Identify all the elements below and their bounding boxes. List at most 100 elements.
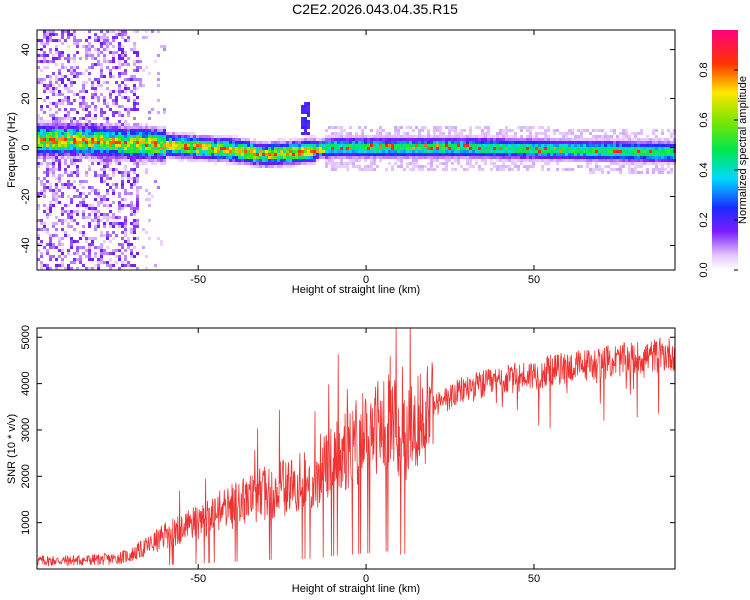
spectrogram-cell — [232, 153, 235, 156]
spectrogram-cell — [304, 126, 307, 129]
spectrogram-cell — [49, 171, 52, 174]
spectrogram-cell — [535, 153, 538, 156]
spectrogram-cell — [331, 162, 334, 165]
spectrogram-cell — [73, 69, 76, 72]
spectrogram-cell — [484, 156, 487, 159]
spectrogram-cell — [427, 144, 430, 147]
spectrogram-cell — [520, 141, 523, 144]
spectrogram-cell — [88, 30, 91, 33]
spectrogram-cell — [46, 66, 49, 69]
spectrogram-cell — [508, 147, 511, 150]
spectrogram-cell — [304, 150, 307, 153]
spectrogram-cell — [64, 231, 67, 234]
spectrogram-cell — [388, 138, 391, 141]
spectrogram-cell — [337, 138, 340, 141]
spectrogram-cell — [361, 129, 364, 132]
spectrogram-cell — [376, 141, 379, 144]
spectrogram-cell — [607, 141, 610, 144]
spectrogram-cell — [568, 138, 571, 141]
spectrogram-cell — [157, 144, 160, 147]
spectrogram-cell — [118, 30, 121, 33]
spectrogram-cell — [79, 204, 82, 207]
spectrogram-cell — [547, 126, 550, 129]
spectrogram-cell — [214, 159, 217, 162]
spectrogram-cell — [46, 132, 49, 135]
spectrogram-cell — [88, 246, 91, 249]
spectrogram-cell — [364, 147, 367, 150]
spectrogram-cell — [124, 123, 127, 126]
spectrogram-cell — [280, 165, 283, 168]
spectrogram-cell — [505, 126, 508, 129]
spectrogram-cell — [580, 138, 583, 141]
spectrogram-cell — [118, 42, 121, 45]
spectrogram-cell — [91, 81, 94, 84]
spectrogram-cell — [322, 150, 325, 153]
spectrogram-cell — [472, 156, 475, 159]
spectrogram-cell — [415, 159, 418, 162]
spectrogram-cell — [289, 162, 292, 165]
spectrogram-cell — [136, 189, 139, 192]
spectrogram-cell — [82, 213, 85, 216]
spectrogram-cell — [379, 156, 382, 159]
spectrogram-cell — [364, 159, 367, 162]
spectrogram-cell — [118, 126, 121, 129]
spectrogram-cell — [241, 153, 244, 156]
spectrogram-cell — [154, 141, 157, 144]
spectrogram-cell — [511, 159, 514, 162]
spectrogram-cell — [124, 63, 127, 66]
spectrogram-cell — [589, 141, 592, 144]
spectrogram-cell — [577, 153, 580, 156]
spectrogram-cell — [100, 138, 103, 141]
spectrogram-cell — [235, 156, 238, 159]
spectrogram-cell — [115, 186, 118, 189]
spectrogram-cell — [328, 147, 331, 150]
spectrogram-cell — [373, 141, 376, 144]
spectrogram-cell — [409, 153, 412, 156]
spectrogram-cell — [403, 144, 406, 147]
spectrogram-cell — [481, 153, 484, 156]
spectrogram-cell — [451, 144, 454, 147]
spectrogram-cell — [40, 117, 43, 120]
spectrogram-cell — [151, 159, 154, 162]
spectrogram-cell — [46, 150, 49, 153]
spectrogram-cell — [145, 156, 148, 159]
spectrogram-cell — [550, 147, 553, 150]
spectrogram-cell — [130, 252, 133, 255]
spectrogram-cell — [331, 144, 334, 147]
spectrogram-cell — [664, 162, 667, 165]
spectrogram-cell — [565, 144, 568, 147]
spectrogram-cell — [124, 39, 127, 42]
spectrogram-cell — [385, 156, 388, 159]
spectrogram-cell — [46, 228, 49, 231]
spectrogram-cell — [55, 117, 58, 120]
spectrogram-cell — [409, 138, 412, 141]
spectrogram-cell — [67, 264, 70, 267]
spectrogram-cell — [574, 144, 577, 147]
spectrogram-cell — [400, 150, 403, 153]
spectrogram-cell — [448, 156, 451, 159]
spectrogram-cell — [592, 168, 595, 171]
spectrogram-cell — [439, 144, 442, 147]
spectrogram-cell — [106, 132, 109, 135]
spectrogram-cell — [589, 132, 592, 135]
spectrogram-cell — [484, 159, 487, 162]
spectrogram-cell — [595, 144, 598, 147]
spectrogram-cell — [466, 138, 469, 141]
spectrogram-cell — [445, 165, 448, 168]
spectrogram-cell — [133, 219, 136, 222]
spectrogram-cell — [286, 150, 289, 153]
spectrogram-cell — [103, 138, 106, 141]
spectrogram-cell — [229, 156, 232, 159]
spectrogram-cell — [94, 63, 97, 66]
spectrogram-cell — [91, 159, 94, 162]
spectrogram-cell — [166, 153, 169, 156]
spectrogram-cell — [664, 138, 667, 141]
spectrogram-cell — [310, 156, 313, 159]
spectrogram-cell — [355, 135, 358, 138]
spectrogram-cell — [307, 108, 310, 111]
spectrogram-cell — [355, 165, 358, 168]
spectrogram-cell — [256, 144, 259, 147]
spectrogram-cell — [247, 144, 250, 147]
spectrogram-cell — [79, 195, 82, 198]
spectrogram-cell — [202, 138, 205, 141]
